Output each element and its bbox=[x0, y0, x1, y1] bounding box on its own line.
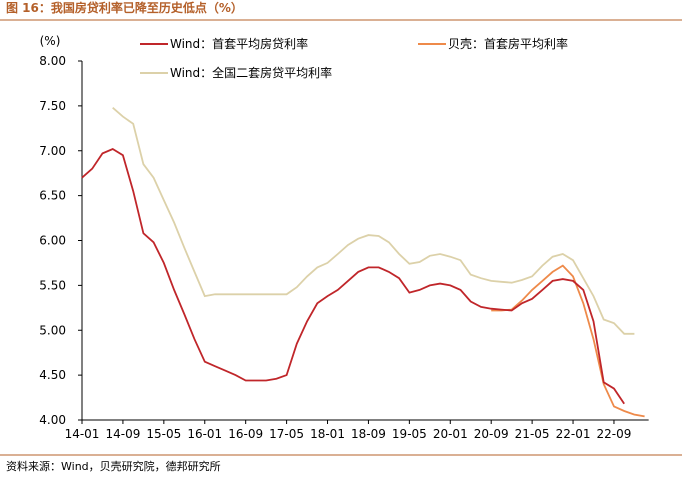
y-tick-label: 7.50 bbox=[39, 99, 66, 113]
chart-title: 图 16：我国房贷利率已降至历史低点（%） bbox=[6, 0, 243, 15]
x-tick-label: 22-01 bbox=[556, 427, 591, 441]
x-tick-label: 16-01 bbox=[187, 427, 222, 441]
y-tick-label: 6.00 bbox=[39, 234, 66, 248]
x-tick-label: 14-01 bbox=[65, 427, 100, 441]
x-tick-label: 20-01 bbox=[433, 427, 468, 441]
x-tick-label: 18-01 bbox=[310, 427, 345, 441]
y-tick-label: 5.50 bbox=[39, 278, 66, 292]
x-tick-label: 16-09 bbox=[228, 427, 263, 441]
x-tick-label: 19-05 bbox=[392, 427, 427, 441]
source: 资料来源：Wind，贝壳研究院，德邦研究所 bbox=[6, 459, 221, 473]
x-tick-label: 15-05 bbox=[146, 427, 181, 441]
series-line bbox=[112, 107, 635, 335]
y-tick-label: 7.00 bbox=[39, 144, 66, 158]
x-tick-label: 17-05 bbox=[269, 427, 304, 441]
y-tick-label: 4.00 bbox=[39, 413, 66, 427]
y-tick-label: 4.50 bbox=[39, 368, 66, 382]
series-line bbox=[491, 264, 645, 418]
x-tick-label: 20-09 bbox=[474, 427, 509, 441]
y-tick-label: 6.50 bbox=[39, 189, 66, 203]
y-tick-label: 5.00 bbox=[39, 323, 66, 337]
x-tick-label: 18-09 bbox=[351, 427, 386, 441]
legend-label: Wind：首套平均房贷利率 bbox=[170, 36, 308, 51]
legend-label: 贝壳：首套房平均利率 bbox=[448, 36, 568, 51]
series-line bbox=[81, 147, 625, 405]
x-tick-label: 14-09 bbox=[105, 427, 140, 441]
x-tick-label: 21-05 bbox=[515, 427, 550, 441]
x-tick-label: 22-09 bbox=[597, 427, 632, 441]
y-axis-label: (%) bbox=[40, 34, 61, 48]
y-tick-label: 8.00 bbox=[39, 54, 66, 68]
legend-label: Wind：全国二套房贷平均利率 bbox=[170, 65, 332, 80]
